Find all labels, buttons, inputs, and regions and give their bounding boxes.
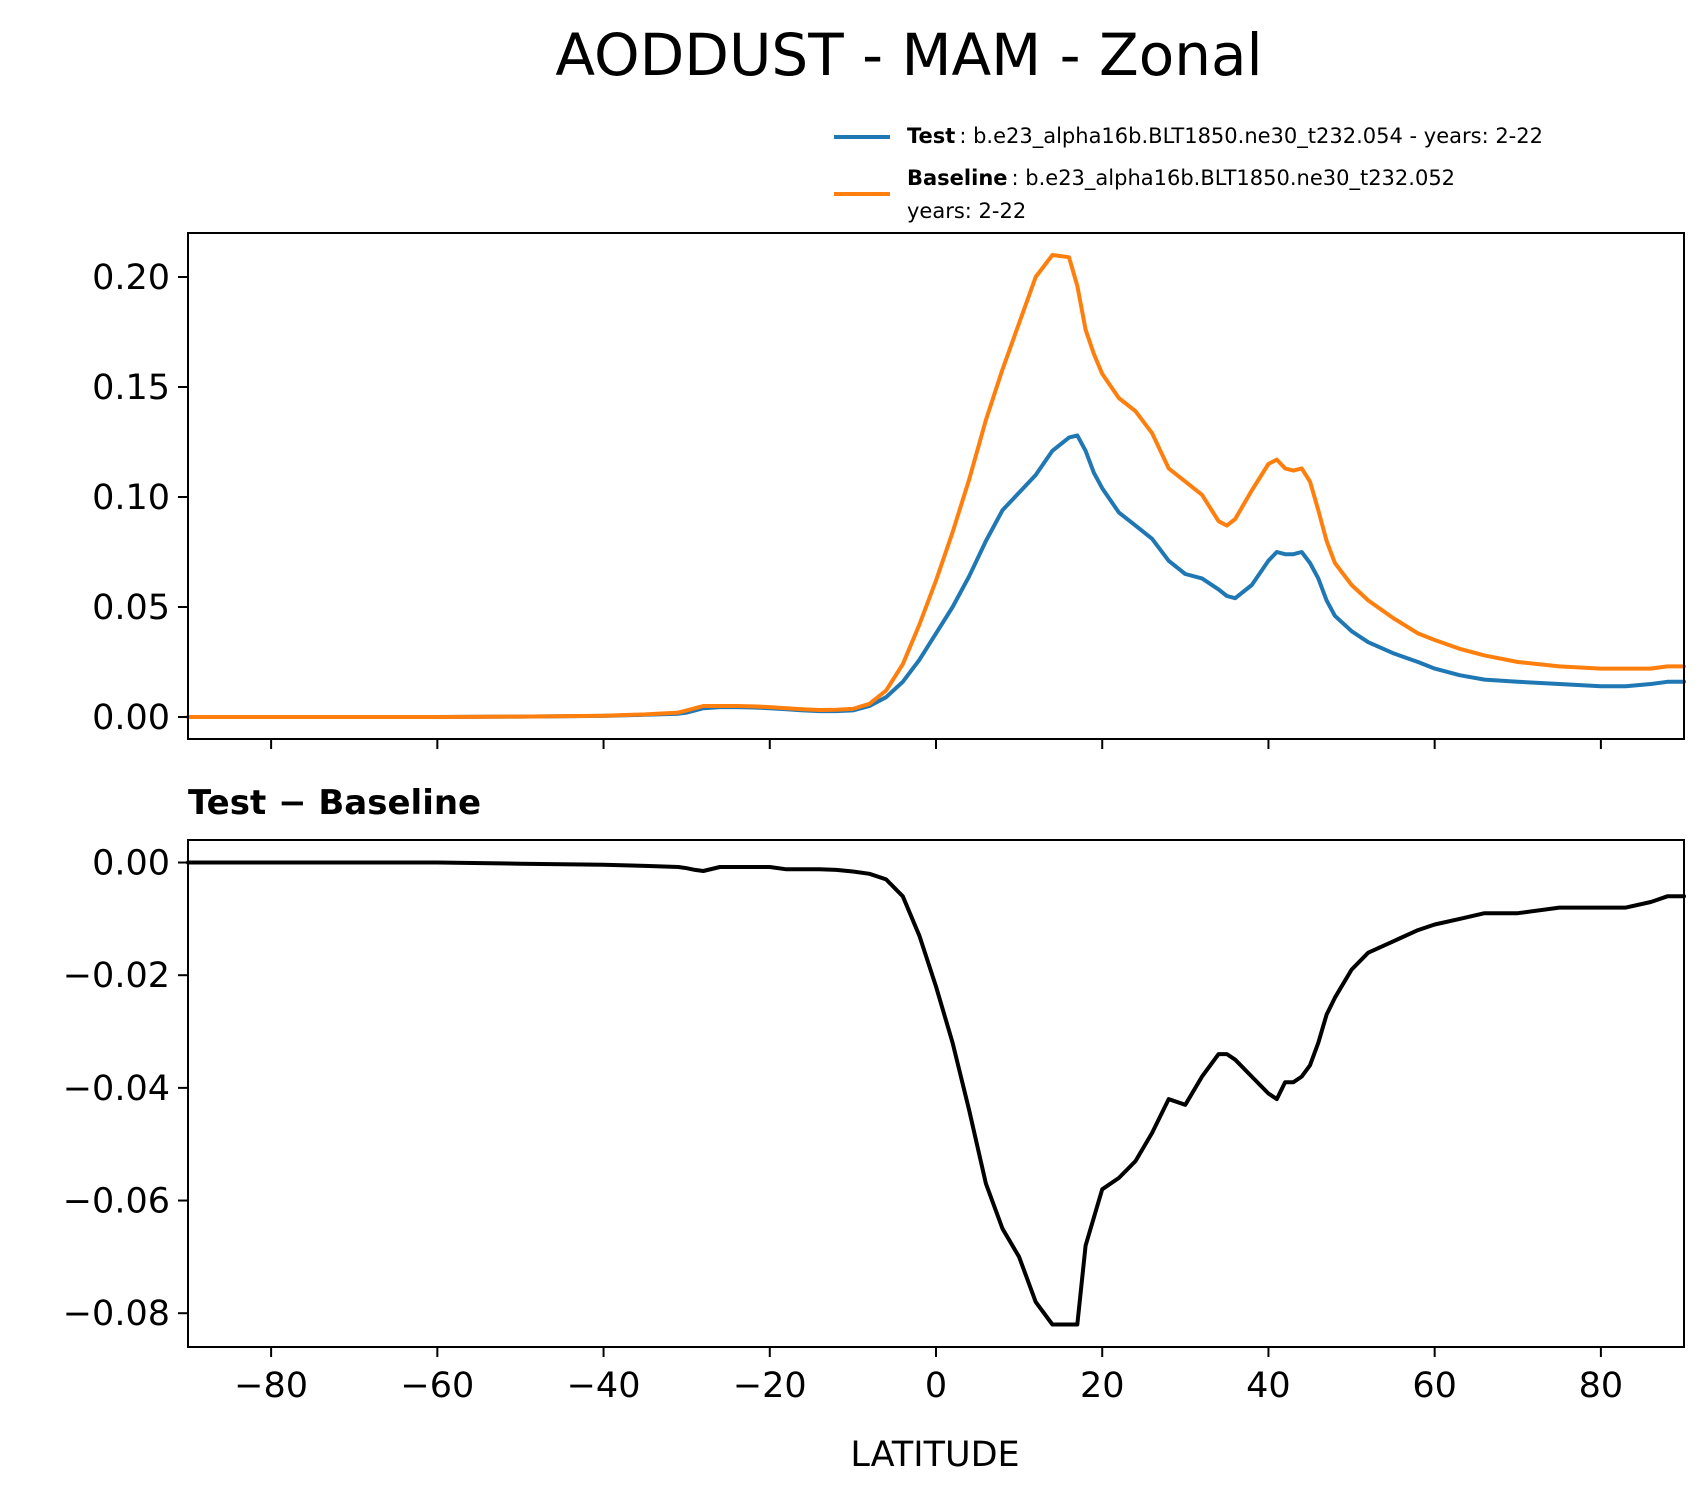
bottom-x-tick-label: 80 bbox=[1579, 1366, 1624, 1406]
bottom-axes: Test − Baseline 0.00 −0.02 −0.04 −0.06 −0.08… bbox=[63, 783, 1686, 1475]
x-axis-label: LATITUDE bbox=[850, 1435, 1019, 1475]
bottom-y-tick-label: −0.02 bbox=[63, 956, 170, 996]
legend-text-baseline: : b.e23_alpha16b.BLT1850.ne30_t232.052 bbox=[1012, 166, 1456, 191]
legend-entry-test: Test: b.e23_alpha16b.BLT1850.ne30_t232.0… bbox=[907, 124, 1543, 149]
top-y-tick-label: 0.20 bbox=[92, 258, 170, 298]
bottom-y-tick-label: −0.06 bbox=[63, 1182, 170, 1222]
bottom-y-tick-label: −0.08 bbox=[63, 1294, 170, 1334]
bottom-x-tick-label: 40 bbox=[1246, 1366, 1291, 1406]
bottom-x-tick-label: −80 bbox=[234, 1366, 308, 1406]
bottom-x-tick-label: −60 bbox=[400, 1366, 474, 1406]
legend-text-baseline-line2: years: 2-22 bbox=[907, 199, 1026, 223]
legend-text-test: : b.e23_alpha16b.BLT1850.ne30_t232.054 -… bbox=[959, 124, 1543, 149]
bottom-x-tick-label: 60 bbox=[1412, 1366, 1457, 1406]
bottom-y-axis: 0.00 −0.02 −0.04 −0.06 −0.08 bbox=[63, 844, 188, 1334]
top-y-tick-label: 0.15 bbox=[92, 368, 170, 408]
bottom-y-tick-label: −0.04 bbox=[63, 1069, 170, 1109]
top-y-tick-label: 0.00 bbox=[92, 698, 170, 738]
legend-name-baseline: Baseline bbox=[907, 166, 1008, 190]
top-plot-area bbox=[186, 253, 1686, 719]
top-y-axis: 0.00 0.05 0.10 0.15 0.20 bbox=[92, 258, 188, 738]
bottom-y-tick-label: 0.00 bbox=[92, 844, 170, 884]
bottom-x-tick-label: −40 bbox=[567, 1366, 641, 1406]
top-y-tick-label: 0.05 bbox=[92, 588, 170, 628]
bottom-axes-frame bbox=[187, 839, 1685, 1348]
top-x-axis bbox=[270, 739, 1602, 749]
top-axes-frame bbox=[187, 232, 1685, 740]
top-y-tick-label: 0.10 bbox=[92, 478, 170, 518]
top-axes: 0.00 0.05 0.10 0.15 0.20 bbox=[92, 232, 1686, 749]
bottom-plot-area bbox=[186, 860, 1686, 1327]
bottom-x-tick-label: 0 bbox=[925, 1366, 947, 1406]
bottom-x-tick-label: −20 bbox=[733, 1366, 807, 1406]
bottom-x-tick-label: 20 bbox=[1080, 1366, 1125, 1406]
legend: Test: b.e23_alpha16b.BLT1850.ne30_t232.0… bbox=[834, 124, 1543, 223]
legend-entry-baseline: Baseline: b.e23_alpha16b.BLT1850.ne30_t2… bbox=[907, 166, 1455, 191]
legend-name-test: Test bbox=[907, 124, 955, 148]
top-series-line-baseline bbox=[186, 253, 1686, 719]
bottom-series-line-difference bbox=[186, 860, 1686, 1327]
bottom-x-axis: −80 −60 −40 −20 0 20 40 60 80 bbox=[234, 1347, 1623, 1406]
figure-title: AODDUST - MAM - Zonal bbox=[555, 21, 1262, 89]
bottom-axes-title: Test − Baseline bbox=[188, 783, 481, 823]
